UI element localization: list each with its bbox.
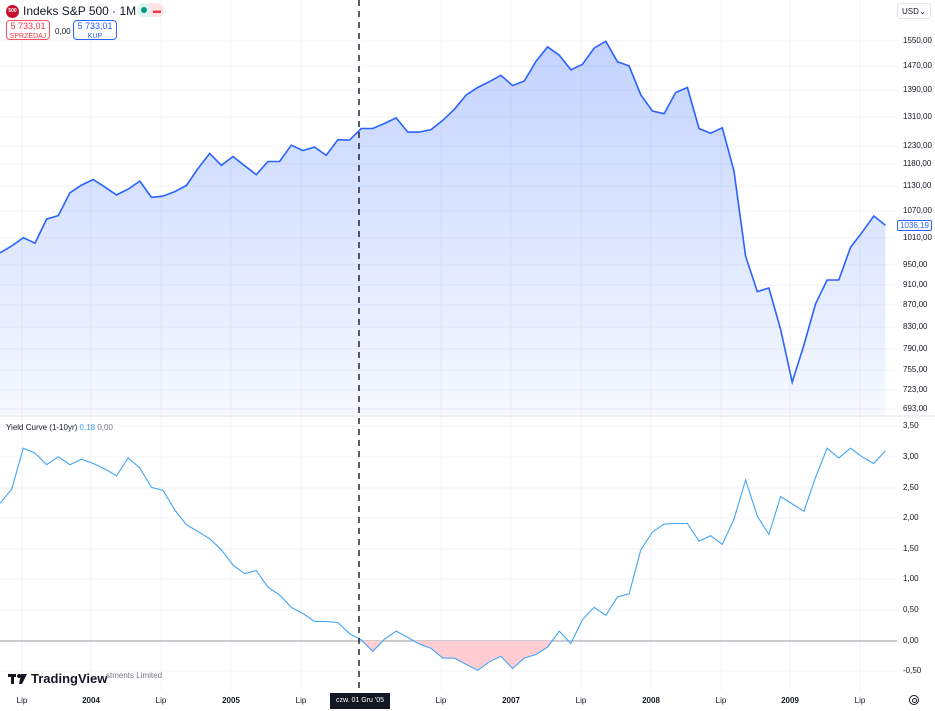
y-tick-label: 1390,00 xyxy=(903,85,932,94)
y-tick-label: 1070,00 xyxy=(903,206,932,215)
y-tick-label: 1310,00 xyxy=(903,112,932,121)
y-tick-label: 0,50 xyxy=(903,605,919,614)
y-tick-label: 790,00 xyxy=(903,344,928,353)
x-tick-label: Lip xyxy=(435,696,447,705)
buy-button[interactable]: 5 733,01 KUP xyxy=(73,20,117,40)
x-tick-label: Lip xyxy=(16,696,28,705)
y-tick-label: 830,00 xyxy=(903,322,928,331)
market-status-pill[interactable]: ▬ xyxy=(137,3,164,17)
crosshair-date-label: czw. 01 Gru '05 xyxy=(330,693,390,709)
y-tick-label: 723,00 xyxy=(903,385,928,394)
y-tick-label: 1470,00 xyxy=(903,61,932,70)
y-tick-label: 2,50 xyxy=(903,483,919,492)
x-tick-label: Lip xyxy=(575,696,587,705)
y-tick-label: 1,50 xyxy=(903,544,919,553)
spread-value: 0,00 xyxy=(55,27,71,36)
negative-yield-fill xyxy=(362,641,572,671)
y-tick-label: 3,00 xyxy=(903,452,919,461)
y-tick-label: 910,00 xyxy=(903,280,928,289)
calendar-icon: ▬ xyxy=(150,3,164,17)
y-tick-label: 1180,00 xyxy=(903,159,932,168)
indicator-value: 0,18 xyxy=(79,423,96,432)
tradingview-logo-text: TradingView xyxy=(31,671,108,686)
y-tick-label: 1550,00 xyxy=(903,36,932,45)
x-tick-label: Lip xyxy=(155,696,167,705)
sell-price: 5 733,01 xyxy=(10,21,46,31)
x-tick-label: Lip xyxy=(715,696,727,705)
last-price-label: 1036,19 xyxy=(897,220,932,231)
x-tick-label: 2005 xyxy=(222,696,240,705)
y-tick-label: 2,00 xyxy=(903,513,919,522)
yield-curve-line xyxy=(0,447,886,672)
sell-button[interactable]: 5 733,01 SPRZEDAJ xyxy=(6,20,50,40)
x-tick-label: 2009 xyxy=(781,696,799,705)
attribution-text: stments Limited xyxy=(106,671,163,680)
tradingview-logo[interactable]: TradingView xyxy=(8,671,107,686)
price-line xyxy=(0,40,886,386)
y-tick-label: -0,50 xyxy=(903,666,922,675)
y-tick-label: 1130,00 xyxy=(903,181,932,190)
x-tick-label: Lip xyxy=(854,696,866,705)
currency-select[interactable]: USD ⌄ xyxy=(897,3,931,19)
indicator-legend[interactable]: Yield Curve (1-10yr) 0,18 0,00 xyxy=(6,423,113,432)
buy-label: KUP xyxy=(87,33,103,40)
indicator-zero-value: 0,00 xyxy=(97,423,113,432)
y-tick-label: 1230,00 xyxy=(903,141,932,150)
symbol-title: Indeks S&P 500 · 1M · SP xyxy=(23,4,163,18)
y-tick-label: 3,50 xyxy=(903,421,919,430)
y-tick-label: 1010,00 xyxy=(903,233,932,242)
y-tick-label: 693,00 xyxy=(903,404,928,413)
y-tick-label: 755,00 xyxy=(903,365,928,374)
y-tick-label: 0,00 xyxy=(903,636,919,645)
y-tick-label: 870,00 xyxy=(903,300,928,309)
tradingview-logo-icon xyxy=(8,673,27,684)
settings-gear-icon[interactable] xyxy=(909,695,919,705)
y-tick-label: 950,00 xyxy=(903,260,928,269)
sell-label: SPRZEDAJ xyxy=(9,33,47,40)
currency-label: USD xyxy=(902,6,919,16)
x-tick-label: 2004 xyxy=(82,696,100,705)
chevron-down-icon: ⌄ xyxy=(919,6,926,16)
buy-price: 5 733,01 xyxy=(77,21,113,31)
green-dot-icon xyxy=(140,7,147,13)
y-tick-label: 1,00 xyxy=(903,574,919,583)
symbol-legend[interactable]: 500 Indeks S&P 500 · 1M · SP xyxy=(6,4,163,18)
x-tick-label: 2008 xyxy=(642,696,660,705)
symbol-logo-icon: 500 xyxy=(6,4,19,18)
x-tick-label: 2007 xyxy=(502,696,520,705)
price-area-fill xyxy=(0,41,886,416)
x-tick-label: Lip xyxy=(295,696,307,705)
indicator-name: Yield Curve (1-10yr) xyxy=(6,423,78,432)
